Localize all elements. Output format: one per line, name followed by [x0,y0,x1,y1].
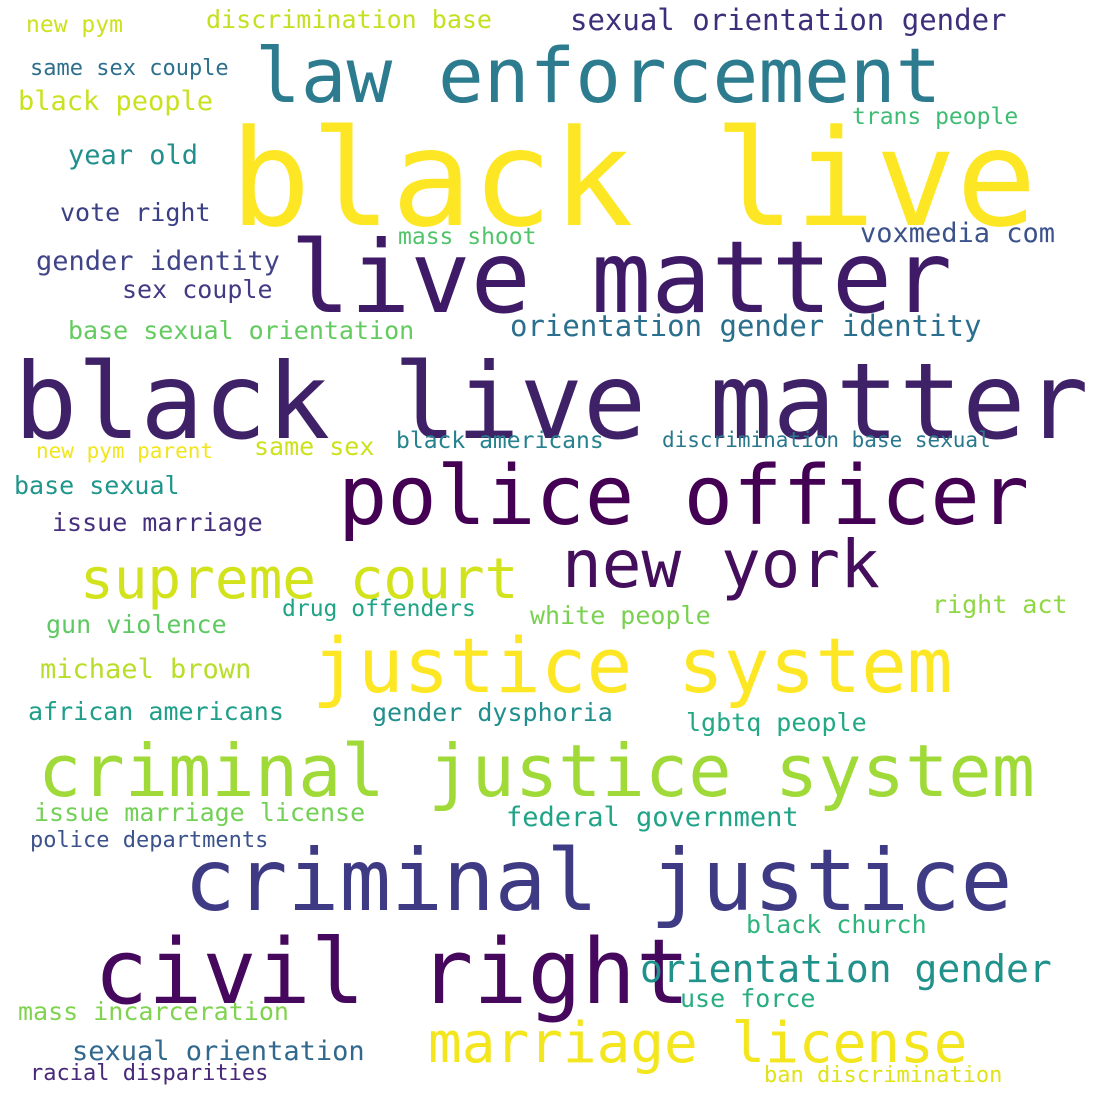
word: african americans [28,697,284,726]
word: gun violence [46,610,227,639]
word: issue marriage [52,508,263,537]
word: justice system [312,621,953,710]
word: new pym parent [36,439,214,463]
word: base sexual [14,471,180,500]
word: black live matter [14,341,1089,463]
word: law enforcement [255,31,942,120]
word: sexual orientation gender [570,3,1007,37]
word: use force [680,984,816,1013]
word: orientation gender identity [510,309,982,343]
word: vote right [60,198,211,227]
word: issue marriage license [34,798,366,827]
word: police officer [338,449,1030,544]
word: year old [68,140,199,171]
word: white people [530,601,711,630]
word: police departments [30,828,269,853]
word: black americans [396,428,604,454]
word: drug offenders [282,596,476,622]
word: mass shoot [398,224,537,250]
word: gender dysphoria [372,698,613,727]
word: supreme court [80,547,519,612]
word: trans people [852,104,1019,130]
word: racial disparities [30,1061,269,1086]
word: discrimination base [206,5,492,34]
word: gender identity [36,246,280,277]
word: same sex couple [30,56,229,81]
word: mass incarceration [18,997,289,1026]
word: michael brown [40,654,252,685]
word: voxmedia com [860,218,1056,249]
word: civil right [94,920,691,1025]
word: discrimination base sexual [662,428,991,452]
word: sex couple [122,275,273,304]
word: marriage license [428,1011,968,1076]
word: criminal justice [184,831,1013,931]
word: black church [746,910,927,939]
word: same sex [254,432,375,461]
word: new york [562,526,880,603]
word: sexual orientation [72,1036,365,1067]
word: orientation gender [640,947,1052,991]
word: live matter [290,219,953,336]
word: federal government [506,802,799,833]
word: black people [18,86,214,117]
word: ban discrimination [764,1063,1003,1088]
word: black live [230,101,1037,257]
word: criminal justice system [38,729,1035,813]
word: base sexual orientation [68,316,415,345]
word: right act [932,590,1068,619]
word: lgbtq people [686,708,867,737]
word: new pym [26,12,123,38]
